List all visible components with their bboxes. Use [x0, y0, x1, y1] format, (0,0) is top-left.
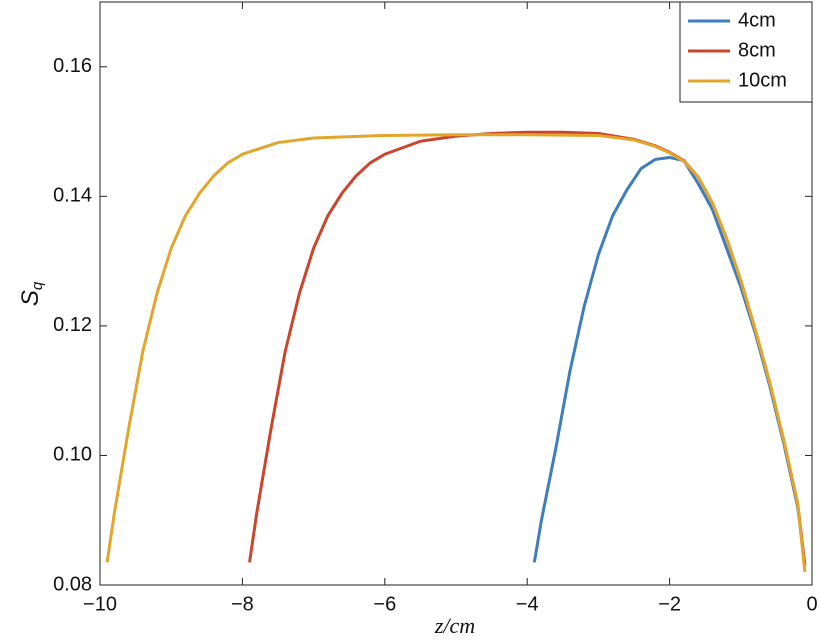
legend-label: 10cm — [738, 69, 787, 91]
x-tick-label: −2 — [658, 593, 681, 615]
x-tick-label: −10 — [83, 593, 117, 615]
y-tick-label: 0.10 — [53, 444, 92, 466]
y-tick-label: 0.12 — [53, 314, 92, 336]
legend-label: 8cm — [738, 39, 776, 61]
series-line — [248, 130, 807, 566]
series-line — [105, 133, 807, 573]
plot-frame — [99, 1, 813, 586]
legend-label: 4cm — [738, 9, 776, 31]
x-tick-label: 0 — [806, 593, 817, 615]
y-tick-label: 0.08 — [53, 573, 92, 595]
x-tick-label: −8 — [231, 593, 254, 615]
y-axis-label-sub: q — [29, 281, 46, 290]
x-axis-label: z/cm — [434, 613, 475, 638]
y-axis-label-main: S — [17, 290, 44, 306]
y-tick-label: 0.16 — [53, 55, 92, 77]
x-tick-label: −6 — [373, 593, 396, 615]
x-tick-label: −4 — [516, 593, 539, 615]
y-tick-label: 0.14 — [53, 185, 92, 207]
y-axis-label: Sq — [17, 281, 46, 306]
